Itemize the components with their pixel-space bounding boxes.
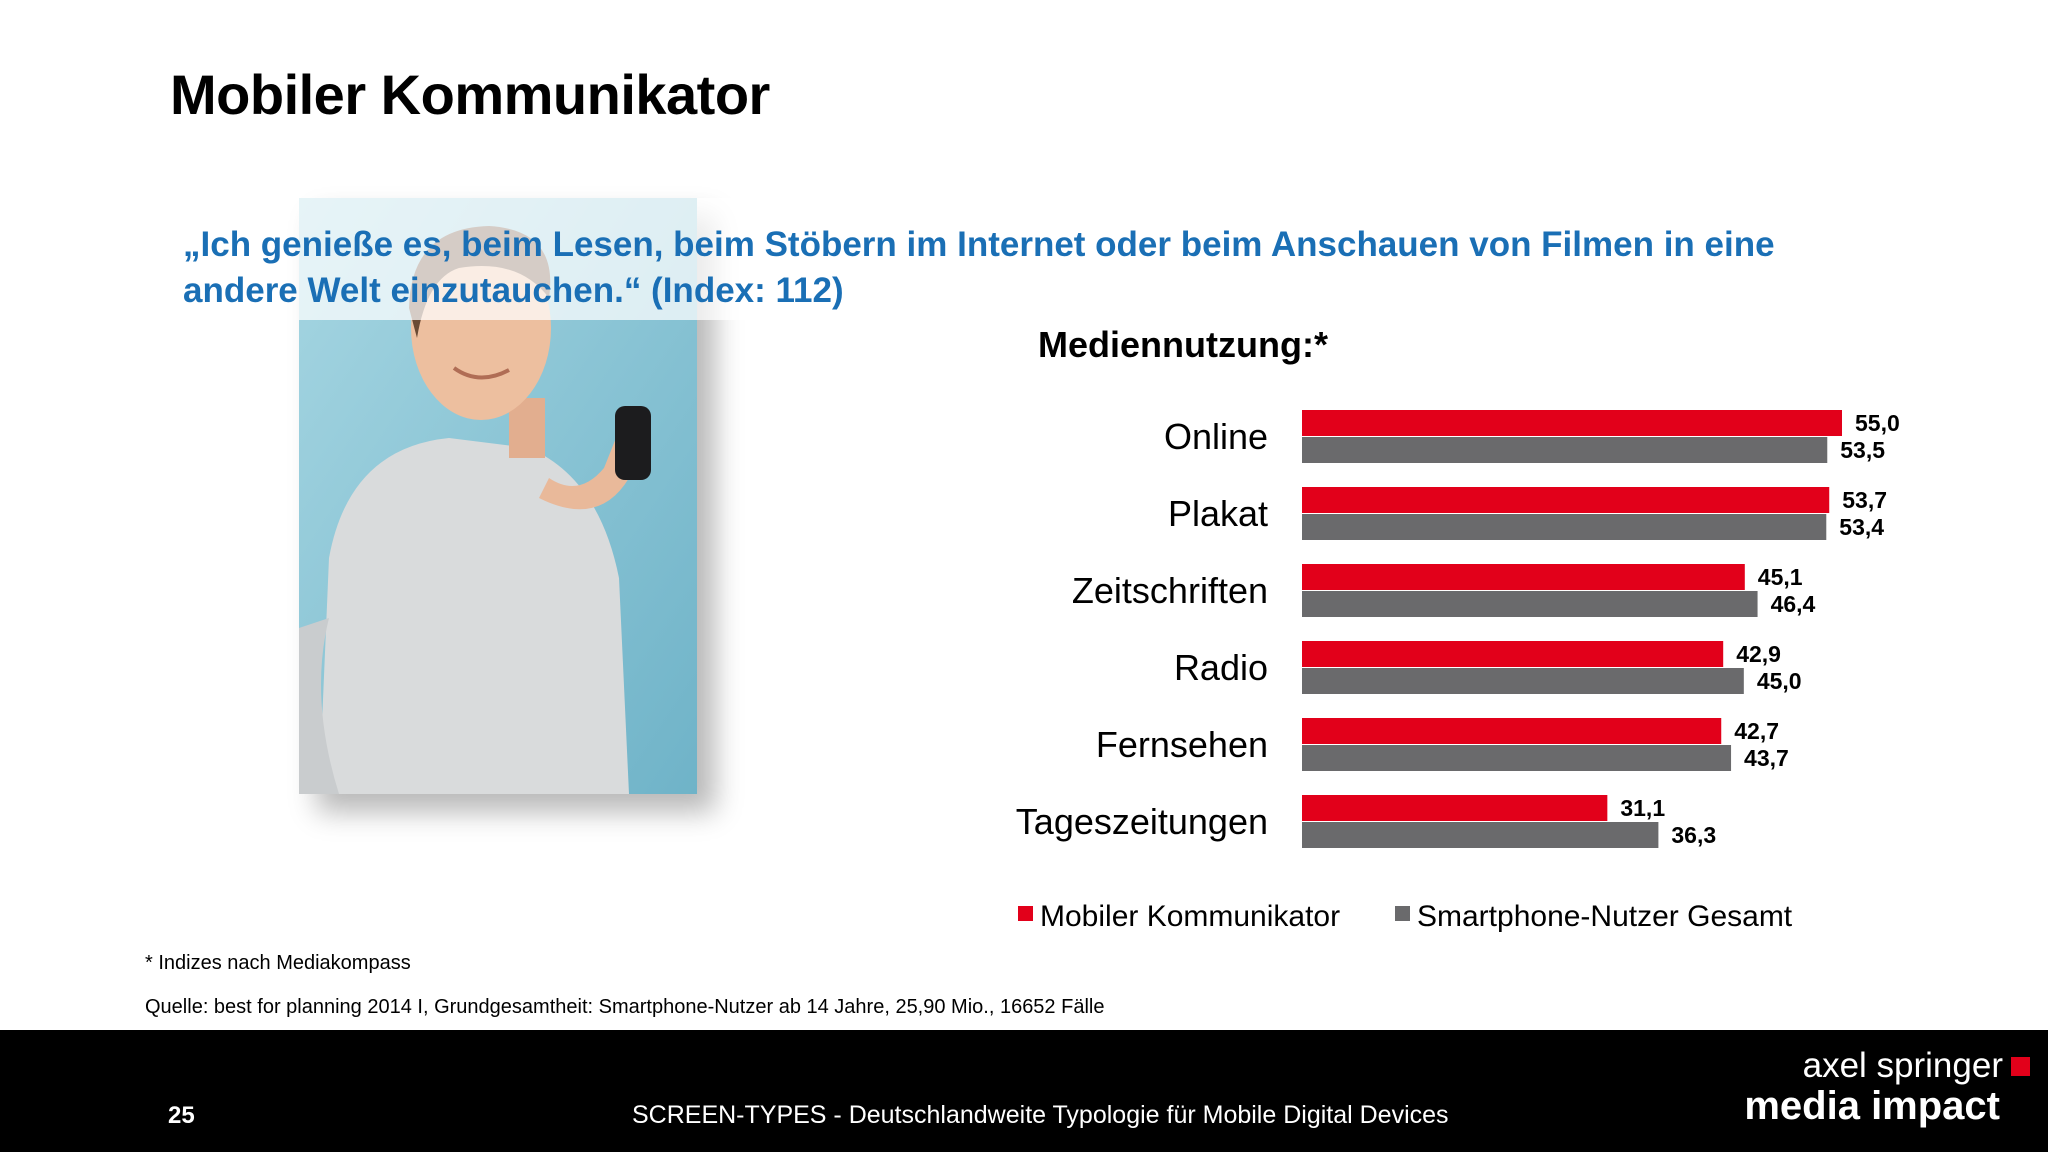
data-label: 53,7 (1842, 487, 1887, 513)
footer-bar (0, 1030, 2048, 1152)
bar (1302, 745, 1732, 771)
bar (1302, 514, 1827, 540)
data-label: 42,9 (1736, 641, 1781, 667)
quote-text: „Ich genieße es, beim Lesen, beim Stöber… (183, 225, 1775, 310)
data-label: 43,7 (1744, 745, 1789, 771)
legend-label: Mobiler Kommunikator (1040, 900, 1340, 933)
legend-label: Smartphone-Nutzer Gesamt (1417, 900, 1793, 933)
category-label: Zeitschriften (1072, 570, 1268, 611)
footnote: * Indizes nach Mediakompass (145, 952, 411, 974)
bar (1302, 437, 1828, 463)
data-label: 36,3 (1671, 822, 1716, 848)
logo-line-2: media impact (1744, 1084, 2000, 1128)
data-label: 31,1 (1620, 795, 1665, 821)
data-label: 53,4 (1839, 514, 1884, 540)
bar (1302, 822, 1659, 848)
data-label: 45,1 (1758, 564, 1803, 590)
quote-overlay (299, 198, 769, 320)
category-label: Radio (1174, 647, 1268, 688)
logo-line-1: axel springer (1802, 1046, 2003, 1085)
bar (1302, 718, 1722, 744)
brand-logo: axel springer media impact (1700, 1046, 2030, 1136)
page-number: 25 (168, 1102, 195, 1129)
bar (1302, 410, 1842, 436)
logo-square-icon (2011, 1057, 2030, 1076)
data-label: 55,0 (1855, 410, 1900, 436)
bar (1302, 668, 1744, 694)
category-label: Plakat (1168, 493, 1268, 534)
legend-swatch (1018, 906, 1033, 921)
category-label: Tageszeitungen (1016, 801, 1268, 842)
category-label: Fernsehen (1096, 724, 1268, 765)
bar (1302, 795, 1608, 821)
media-usage-bar-chart: Online 55,053,5 Plakat 53,753,4 Zeitschrifte… (1016, 410, 1900, 933)
source-note: Quelle: best for planning 2014 I, Grundg… (145, 996, 1105, 1018)
data-label: 53,5 (1840, 437, 1885, 463)
data-label: 42,7 (1734, 718, 1779, 744)
bar (1302, 641, 1724, 667)
bar (1302, 487, 1830, 513)
slide-title: Mobiler Kommunikator (170, 63, 770, 126)
legend-swatch (1395, 906, 1410, 921)
data-label: 45,0 (1757, 668, 1802, 694)
category-label: Online (1164, 416, 1268, 457)
footer-title: SCREEN-TYPES - Deutschlandweite Typologi… (632, 1101, 1449, 1129)
chart-title: Mediennutzung:* (1038, 324, 1328, 365)
bar (1302, 591, 1758, 617)
bar (1302, 564, 1745, 590)
data-label: 46,4 (1771, 591, 1816, 617)
